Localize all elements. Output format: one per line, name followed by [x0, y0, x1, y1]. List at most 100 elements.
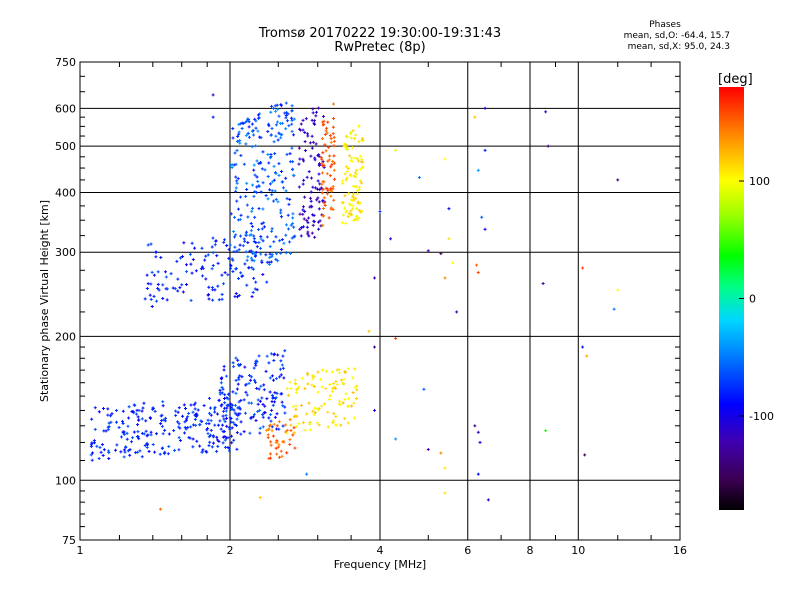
cluster-point-stem	[330, 165, 332, 169]
cluster-point-stem	[245, 250, 247, 254]
cluster-point-stem	[231, 426, 233, 430]
cluster-point-stem	[274, 152, 276, 156]
cluster-point-stem	[321, 182, 323, 186]
cluster-point-stem	[263, 388, 265, 392]
cluster-point-stem	[253, 259, 255, 263]
cluster-point-stem	[107, 407, 109, 411]
cluster-point-stem	[259, 112, 261, 116]
cluster-point-stem	[341, 201, 343, 205]
cluster-point-stem	[344, 172, 346, 176]
cluster-point-stem	[317, 390, 319, 394]
cluster-point-stem	[274, 104, 276, 108]
cluster-point-stem	[320, 224, 322, 228]
cluster-point-stem	[268, 161, 270, 165]
cluster-point-stem	[354, 156, 356, 160]
cluster-point-stem	[271, 425, 273, 429]
cluster-point-stem	[205, 277, 207, 281]
cluster-point-stem	[230, 263, 232, 267]
cluster-point-stem	[138, 408, 140, 412]
cluster-point-stem	[271, 255, 273, 259]
cluster-point-stem	[231, 163, 233, 167]
cluster-point-stem	[331, 370, 333, 374]
cluster-point-stem	[205, 254, 207, 258]
cluster-point-stem	[287, 227, 289, 231]
cluster-point-stem	[266, 280, 268, 284]
cluster-point-stem	[323, 196, 325, 200]
cluster-point-stem	[275, 123, 277, 127]
chart-title-line2: RwPretec (8p)	[334, 40, 426, 55]
cluster-point-stem	[238, 400, 240, 404]
cluster-point-stem	[230, 402, 232, 406]
cluster-point-stem	[244, 365, 246, 369]
cluster-point-stem	[201, 265, 203, 269]
cluster-point-stem	[161, 413, 163, 417]
cluster-point-stem	[352, 207, 354, 211]
cluster-point-stem	[293, 225, 295, 229]
cluster-point-stem	[238, 364, 240, 368]
cluster-point-stem	[202, 267, 204, 271]
cluster-point-stem	[241, 274, 243, 278]
cluster-point-stem	[250, 222, 252, 226]
cluster-point-stem	[264, 168, 266, 172]
cluster-point-stem	[279, 122, 281, 126]
cluster-point-stem	[262, 425, 264, 429]
cluster-point-stem	[221, 403, 223, 407]
cluster-point-stem	[322, 120, 324, 124]
cluster-point-stem	[195, 415, 197, 419]
cluster-point-stem	[216, 254, 218, 258]
cluster-point-stem	[248, 401, 250, 405]
cluster-point-stem	[260, 190, 262, 194]
cluster-point-stem	[276, 391, 278, 395]
cluster-point-stem	[221, 391, 223, 395]
cluster-point-stem	[335, 386, 337, 390]
cluster-point-stem	[269, 252, 271, 256]
scatter-point-stem	[484, 227, 486, 231]
cluster-point-stem	[144, 443, 146, 447]
cluster-point-stem	[287, 393, 289, 397]
cluster-point-stem	[265, 194, 267, 198]
cluster-point-stem	[325, 129, 327, 133]
cluster-point-stem	[204, 258, 206, 262]
cluster-point-stem	[236, 424, 238, 428]
cluster-point-stem	[214, 410, 216, 414]
cluster-point-stem	[294, 378, 296, 382]
cluster-point-stem	[179, 426, 181, 430]
cluster-point-stem	[285, 233, 287, 237]
cluster-point-stem	[274, 391, 276, 395]
cluster-point-stem	[344, 369, 346, 373]
cluster-point-stem	[321, 161, 323, 165]
cluster-point-stem	[262, 413, 264, 417]
cluster-point-stem	[356, 216, 358, 220]
cluster-point-stem	[256, 159, 258, 163]
cluster-point-stem	[258, 184, 260, 188]
cluster-point-stem	[116, 443, 118, 447]
cluster-point-stem	[268, 361, 270, 365]
cluster-point-stem	[258, 207, 260, 211]
cluster-point-stem	[309, 205, 311, 209]
cluster-point-stem	[258, 162, 260, 166]
scatter-point-stem	[374, 408, 376, 412]
cluster-point-stem	[94, 427, 96, 431]
cluster-point-stem	[180, 439, 182, 443]
scatter-point-stem	[452, 261, 454, 265]
cluster-point-stem	[347, 421, 349, 425]
cluster-point-stem	[289, 197, 291, 201]
cluster-point-stem	[346, 170, 348, 174]
cluster-point-stem	[207, 418, 209, 422]
cluster-point-stem	[225, 413, 227, 417]
scatter-point-stem	[582, 345, 584, 349]
cluster-point-stem	[243, 237, 245, 241]
cluster-point-stem	[319, 219, 321, 223]
cluster-point-stem	[322, 123, 324, 127]
cluster-point-stem	[137, 415, 139, 419]
cluster-point-stem	[129, 448, 131, 452]
cluster-point-stem	[290, 223, 292, 227]
cluster-point-stem	[234, 423, 236, 427]
cluster-point-stem	[148, 449, 150, 453]
cluster-point-stem	[318, 154, 320, 158]
cluster-point-stem	[232, 361, 234, 365]
cluster-point-stem	[225, 409, 227, 413]
cluster-point-stem	[290, 423, 292, 427]
cluster-point-stem	[238, 277, 240, 281]
cluster-point-stem	[271, 180, 273, 184]
